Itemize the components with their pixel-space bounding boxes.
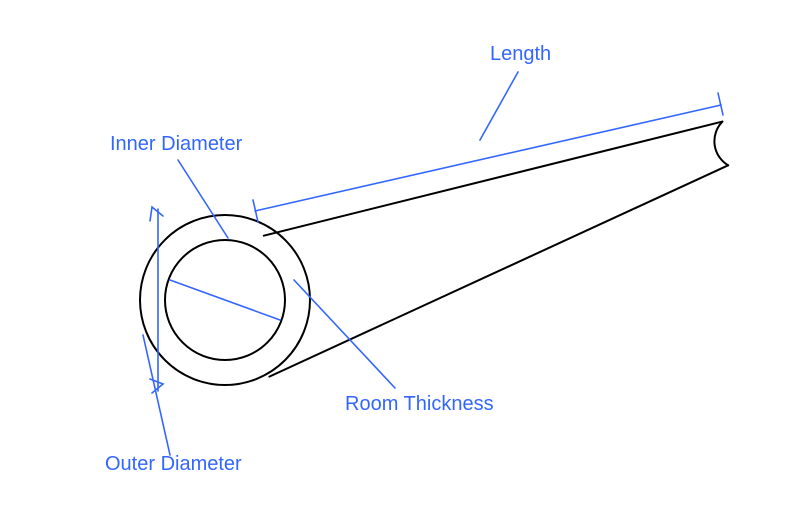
- inner-diameter-label: Inner Diameter: [110, 133, 242, 156]
- room-thickness-dimension: [294, 280, 395, 388]
- tube-diagram-svg: [0, 0, 800, 530]
- length-label: Length: [490, 43, 551, 66]
- outer-diameter-label: Outer Diameter: [105, 453, 242, 476]
- room-thickness-label: Room Thickness: [345, 393, 494, 416]
- outer-diameter-dimension: [143, 207, 170, 455]
